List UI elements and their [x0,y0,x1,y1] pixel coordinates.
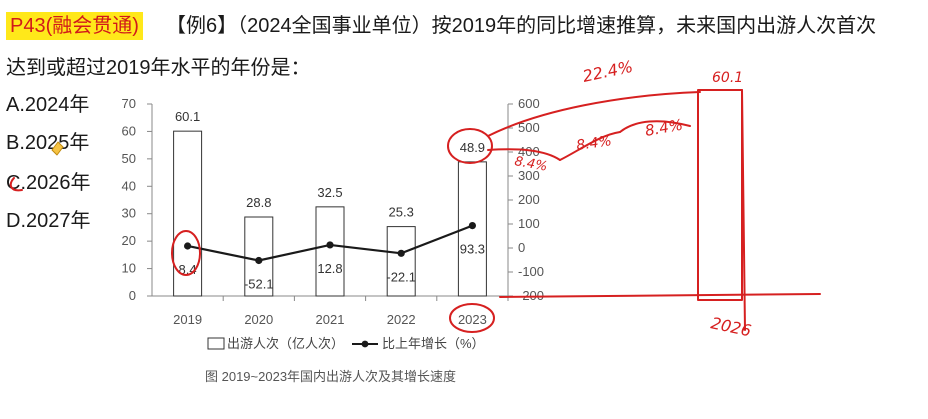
bar-2021 [315,206,345,297]
arc-annotation-4 [619,120,691,133]
arc-annotation-3 [559,131,621,161]
option-c[interactable]: C.2026年 [6,172,91,194]
legend: 出游人次（亿人次） 比上年增长（%） [207,336,485,351]
handwriting-8-4-c: 8.4% [644,116,685,140]
growth-value-label: 12.8 [317,261,342,276]
pencil-mark [51,141,64,156]
left-tick-label: 40 [122,178,136,193]
left-tick-label: 70 [122,96,136,111]
left-tick-label: 20 [122,233,136,248]
handwritten-annotations: 22.4% 8.4% 8.4% 8.4% 60.1 2026 [9,57,821,340]
check-mark-c [9,177,23,192]
left-tick-label: 60 [122,123,136,138]
bar-value-label: 25.3 [389,205,414,220]
handwriting-8-4-b: 8.4% [575,133,612,154]
question-tag: P43(融会贯通) [6,12,143,40]
circle-annotation-2023 [449,303,495,333]
option-b[interactable]: B.2025年 [6,132,90,154]
question-text-line2: 达到或超过2019年水平的年份是： [6,57,311,79]
circle-annotation-48-9 [447,128,493,164]
right-tick-label: 300 [518,168,540,183]
growth-point-2020 [255,256,263,265]
bar-value-label: 48.9 [460,140,485,155]
left-tick-label: 50 [122,151,136,166]
x-tick-label: 2023 [458,312,487,327]
bar-2020 [244,216,274,297]
question-text-line1: 【例6】（2024全国事业单位）按2019年的同比增速推算，未来国内出游人次首次 [166,15,877,37]
right-tick-label: 100 [518,216,540,231]
handwriting-22-4: 22.4% [581,57,635,86]
x-tick-label: 2022 [387,312,416,327]
x-tick-label: 2020 [244,312,273,327]
line-series [184,222,476,265]
arc-annotation-1 [487,91,701,137]
handwriting-60-1: 60.1 [712,70,743,86]
legend-bar-label: 出游人次（亿人次） [227,336,344,351]
handwriting-8-4-a: 8.4% [513,154,548,175]
right-tick-label: 500 [518,120,540,135]
handwriting-2026: 2026 [709,313,753,340]
chart-axes: 0 10 20 30 40 50 60 70 -200 -100 0 100 200 300 400 500 6… [122,96,545,327]
bar-value-label: 28.8 [246,195,271,210]
left-tick-label: 10 [122,261,136,276]
growth-value-label: -22.1 [386,269,416,284]
growth-point-2021 [326,241,334,249]
growth-point-2019 [184,242,192,250]
vertical-mark [741,89,746,331]
growth-value-label: -52.1 [244,277,274,292]
bar-value-label: 32.5 [317,185,342,200]
right-tick-label: -100 [518,264,544,279]
option-d[interactable]: D.2027年 [6,210,91,232]
chart-caption: 图 2019~2023年国内出游人次及其增长速度 [205,369,456,384]
bar-2022 [386,226,416,297]
right-tick-label: 400 [518,144,540,159]
legend-line-marker [361,340,369,348]
growth-point-2022 [397,249,405,257]
arc-annotation-2 [487,148,561,161]
data-labels: 60.128.832.525.348.98.4-52.112.8-22.193.… [175,109,485,291]
growth-point-2023 [468,222,476,230]
right-tick-label: -200 [518,288,544,303]
x-tick-label: 2021 [316,312,345,327]
axis-extension [499,293,821,298]
left-tick-label: 30 [122,206,136,221]
circle-annotation-2019 [171,230,201,276]
bar-value-label: 60.1 [175,109,200,124]
option-a[interactable]: A.2024年 [6,94,90,116]
growth-value-label: 93.3 [460,242,485,257]
legend-line-label: 比上年增长（%） [382,336,485,351]
right-tick-label: 600 [518,96,540,111]
bar-series [173,130,487,297]
x-tick-label: 2019 [173,312,202,327]
right-tick-label: 0 [518,240,525,255]
left-tick-label: 0 [129,288,136,303]
legend-bar-swatch [207,337,225,350]
bar-annotation-2026 [697,89,743,301]
right-tick-label: 200 [518,192,540,207]
